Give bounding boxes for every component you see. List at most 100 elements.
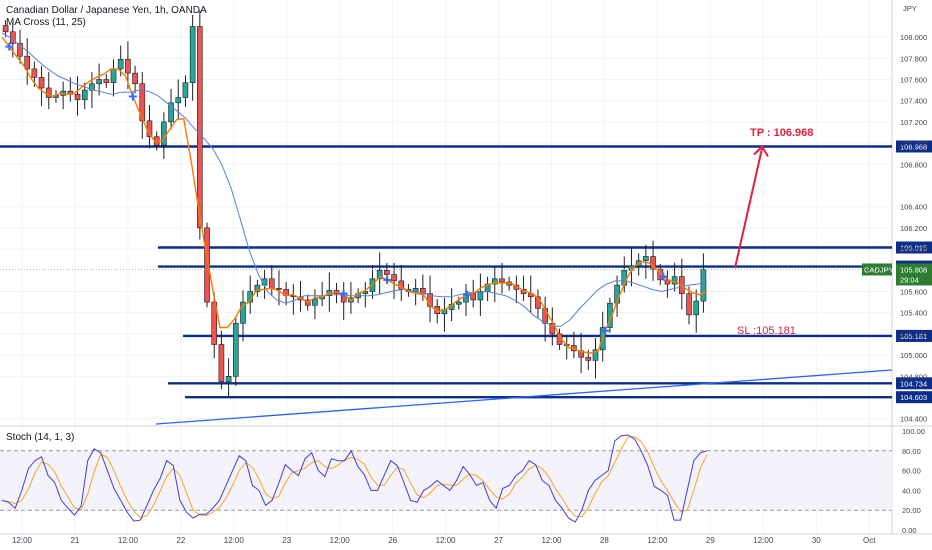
candle-body — [2, 25, 9, 33]
time-tick-label: 12:00 — [12, 536, 33, 545]
ma-cross-marker — [659, 272, 668, 281]
price-tag-label: 105.808 — [900, 265, 927, 274]
fast-ma-line — [1, 36, 708, 354]
time-tick-label: Oct — [863, 536, 876, 545]
price-tick-label: 107.600 — [900, 76, 927, 85]
stochastic-bands — [0, 450, 892, 511]
countdown-label: 29:04 — [900, 275, 919, 284]
candle-body — [254, 284, 261, 292]
candle-body — [700, 268, 707, 302]
price-tick-label: 105.000 — [900, 351, 927, 360]
price-tick-label: 106.400 — [900, 203, 927, 212]
candle-body — [74, 94, 81, 100]
candle-body — [312, 298, 318, 306]
oscillator-title: Stoch (14, 1, 3) — [6, 432, 75, 443]
price-tick-label: 106.000 — [900, 245, 927, 254]
candle-body — [384, 269, 390, 275]
candle-body — [103, 79, 110, 83]
stoch-k-line — [1, 434, 708, 523]
symbol-tag-label: CADJPY — [864, 265, 894, 274]
price-tick-label: 107.400 — [900, 97, 927, 106]
stoch-band-fill — [0, 450, 892, 511]
symbol-legend[interactable]: Canadian Dollar / Japanese Yen, 1h, OAND… — [6, 5, 211, 16]
ma-cross-marker — [128, 92, 137, 101]
price-tick-label: 106.200 — [900, 224, 927, 233]
stoch-tick-label: 80.00 — [902, 447, 921, 456]
ma-cross-marker — [601, 326, 610, 335]
time-tick-label: 23 — [282, 536, 291, 545]
candle-body — [470, 293, 477, 301]
stoch-tick-label: 60.00 — [902, 467, 921, 476]
candle-body — [391, 274, 397, 282]
candle-body — [117, 59, 124, 70]
time-tick-label: 27 — [494, 536, 503, 545]
level-tag-label: 105.181 — [900, 332, 927, 341]
time-tick-label: 12:00 — [753, 536, 774, 545]
candle-body — [45, 87, 52, 98]
time-tick-label: 12:00 — [647, 536, 668, 545]
candle-body — [225, 375, 232, 382]
time-tick-label: 29 — [706, 536, 715, 545]
trend-line[interactable] — [155, 369, 893, 425]
candle-body — [232, 322, 239, 377]
candle-body — [161, 121, 167, 146]
candle-body — [643, 256, 649, 262]
indicator-title: MA Cross (11, 25) — [6, 17, 86, 28]
level-tag — [896, 391, 932, 404]
time-tick-label: 26 — [388, 536, 397, 545]
price-tick-label: 104.800 — [900, 372, 927, 381]
time-tick-label: 30 — [812, 536, 821, 545]
time-tick-label: 12:00 — [118, 536, 139, 545]
candle-body — [197, 26, 203, 229]
candle-body — [693, 300, 700, 316]
ascending-trend-line — [155, 369, 893, 425]
ma-legend[interactable]: MA Cross (11, 25) — [6, 17, 90, 28]
stoch-tick-label: 100.00 — [902, 427, 925, 436]
target-arrow — [734, 148, 763, 269]
price-tick-label: 105.200 — [900, 330, 927, 339]
candle-body — [348, 297, 354, 303]
level-tag-label: 104.734 — [900, 379, 927, 388]
price-tick-label: 107.800 — [900, 54, 927, 63]
candle-body — [240, 301, 246, 324]
candle-body — [276, 288, 282, 290]
candle-body — [477, 291, 484, 301]
time-tick-label: 28 — [600, 536, 609, 545]
price-tick-label: 107.000 — [900, 139, 927, 148]
candle-body — [110, 68, 117, 83]
stoch-tick-label: 20.00 — [902, 506, 921, 515]
candle-body — [671, 276, 678, 285]
price-tick-label: 104.400 — [900, 415, 927, 424]
candle-body — [189, 26, 196, 83]
axes: JPY 108.000 107.800 107.600 107.400 107.200 10… — [0, 4, 932, 545]
time-tick-label: 21 — [70, 536, 79, 545]
price-tick-label: 105.600 — [900, 288, 927, 297]
price-tag — [896, 263, 932, 286]
candle-body — [585, 356, 592, 361]
candle-body — [96, 79, 102, 85]
ma-cross-marker — [339, 289, 348, 298]
candle-body — [376, 269, 383, 280]
annotations[interactable]: TP : 106.968 SL :105.181 — [734, 127, 813, 337]
time-tick-label: 12:00 — [224, 536, 245, 545]
support-resistance-levels[interactable]: 106.968106.015105.835105.181104.734104.6… — [0, 140, 932, 404]
stoch-tick-label: 40.00 — [902, 486, 921, 495]
candle-body — [204, 227, 210, 303]
ma-cross-marker — [463, 290, 472, 299]
candle-body — [664, 279, 671, 285]
time-tick-label: 12:00 — [541, 536, 562, 545]
candle-body — [535, 296, 541, 309]
currency-label: JPY — [903, 4, 917, 13]
ma-cross-markers — [5, 42, 668, 335]
level-tag-label: 106.968 — [900, 142, 927, 151]
stoch-tick-label: 0.00 — [902, 526, 917, 535]
candle-body — [686, 293, 692, 316]
candle-body — [434, 306, 441, 315]
candle-body — [168, 102, 174, 123]
level-tag — [896, 377, 932, 390]
stoch-legend[interactable]: Stoch (14, 1, 3) — [6, 432, 78, 443]
candle-body — [81, 89, 88, 100]
symbol-title: Canadian Dollar / Japanese Yen, 1h, OAND… — [6, 5, 207, 16]
candle-body — [268, 278, 275, 289]
